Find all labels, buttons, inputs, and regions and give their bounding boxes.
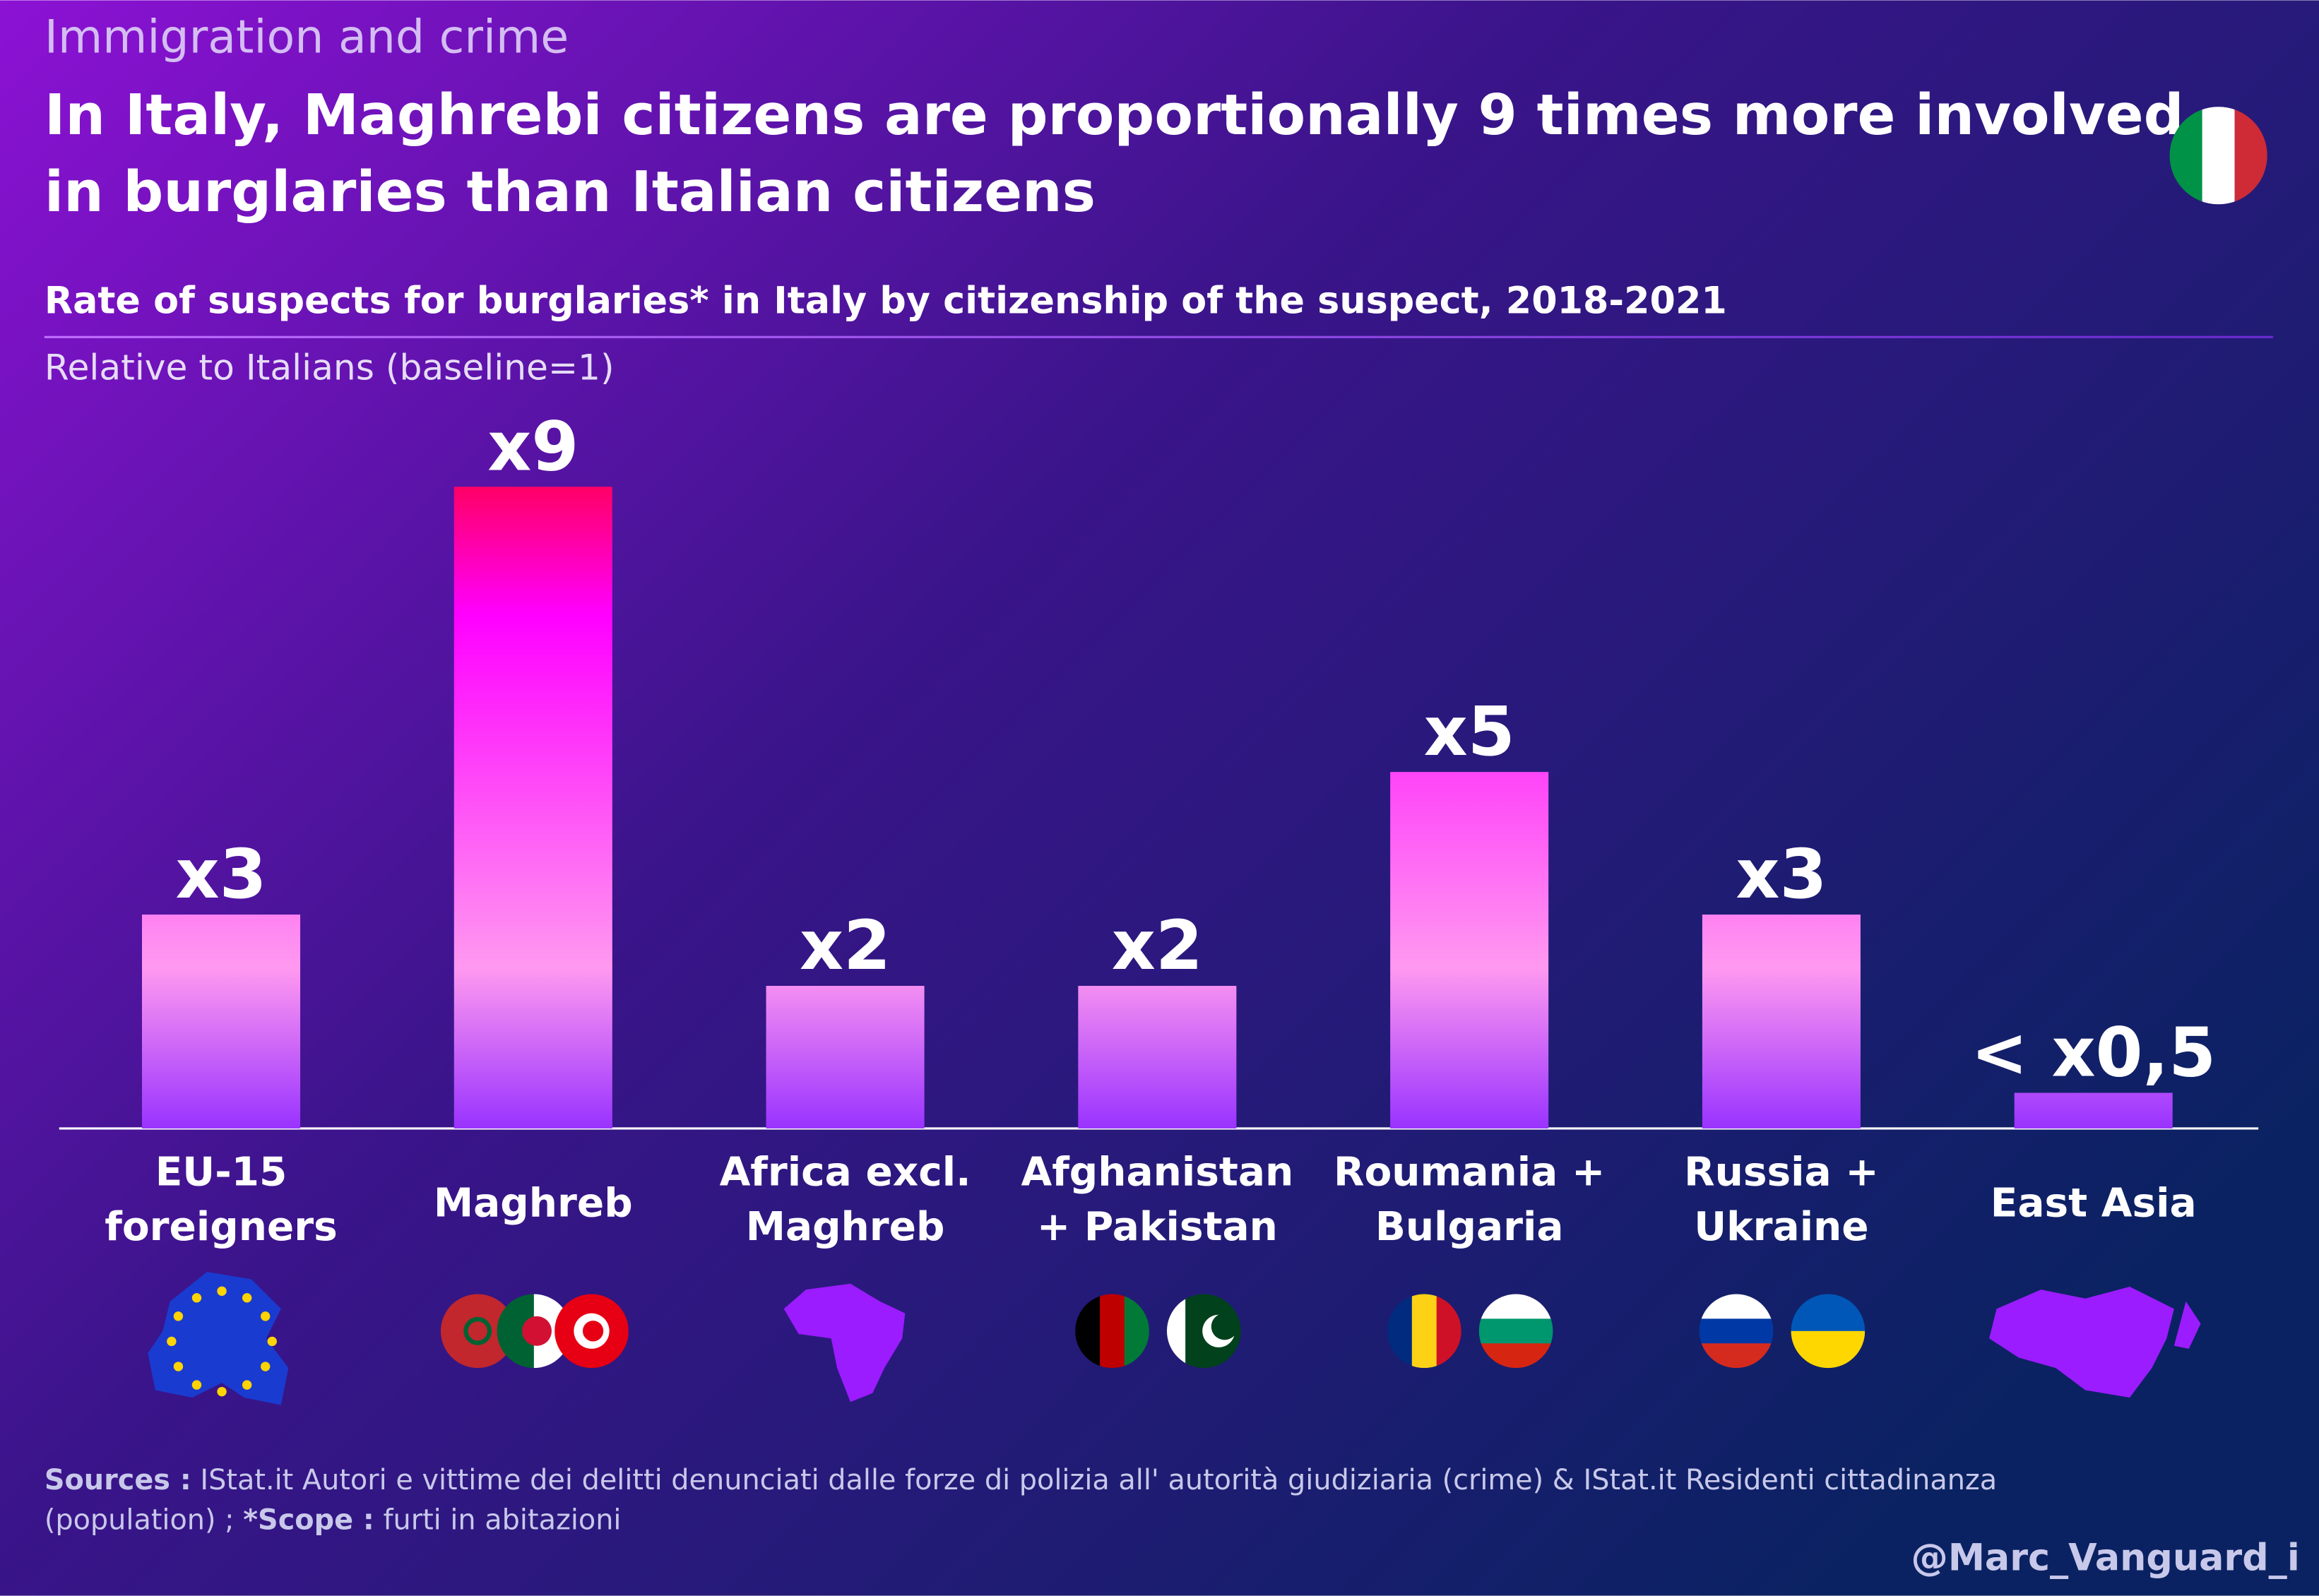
credit: @Marc_Vanguard_i [1911,1536,2299,1579]
value-label: x9 [487,407,579,486]
flag-stripe [1185,1294,1205,1369]
category-label: Maghreb [434,1180,633,1226]
bar [142,915,301,1128]
flag-emblem [522,1316,552,1346]
footer-box: Sources : IStat.it Autori e vittime dei … [45,1461,2174,1541]
bar [453,487,612,1128]
flag-stripe [1699,1318,1774,1345]
value-label: x5 [1424,692,1515,771]
flag-stripe [1100,1294,1125,1369]
category-label: + Pakistan [1037,1204,1278,1250]
eu-star [191,1293,202,1303]
category-label: EU-15 [155,1149,287,1195]
bar [1078,986,1237,1128]
bars: x3 EU-15 foreigners x9 Maghreb x2 Africa excl.… [105,407,2216,1250]
category-label: Roumania + [1334,1149,1605,1195]
africa-map [783,1283,906,1403]
bar [2014,1092,2173,1128]
east-asia-map [1989,1286,2201,1398]
category-label: Africa excl. [720,1149,971,1195]
category-label: East Asia [1991,1180,2197,1226]
flag-stripe [1478,1318,1553,1345]
bar [766,986,925,1128]
flag-stripe [1411,1294,1437,1369]
sources-label: Sources : [44,1464,191,1497]
eu-star [217,1386,227,1397]
headline: In Italy, Maghrebi citizens are proporti… [45,82,2184,148]
value-label: < x0,5 [1971,1013,2216,1092]
italy-flag [2169,107,2267,205]
scope-text: furti in abitazioni [383,1503,622,1537]
flag-emblem [1211,1313,1238,1340]
eu-star [191,1380,202,1390]
eu-star [173,1311,184,1321]
category-label: Ukraine [1694,1204,1868,1250]
kicker: Immigration and crime [45,11,569,64]
eu-star [261,1362,271,1371]
sources: Sources : IStat.it Autori e vittime dei … [45,1461,2174,1541]
value-label: x3 [175,835,266,914]
eu-star [242,1293,252,1303]
eu-star [167,1336,177,1347]
flag-emblem [582,1321,604,1342]
sources-text: IStat.it Autori e vittime dei delitti de… [44,1464,1998,1537]
chart-title: Rate of suspects for burglaries* in Ital… [45,280,1727,323]
category-label: Bulgaria [1375,1204,1564,1250]
category-label: Afghanistan [1021,1149,1293,1195]
eu-star [261,1311,271,1321]
flag [554,1294,629,1369]
eu-star [173,1362,184,1371]
headline: in burglaries than Italian citizens [45,159,1096,225]
category-label: Russia + [1684,1149,1879,1195]
title-rule [44,335,2274,338]
value-label: x2 [1112,906,1203,985]
value-label: x2 [800,906,891,985]
value-label: x3 [1736,835,1827,914]
chart-subtitle: Relative to Italians (baseline=1) [45,346,615,388]
bar [1390,772,1549,1128]
eu-star [267,1336,277,1347]
category-label: Maghreb [746,1204,945,1250]
eu-map [148,1272,289,1405]
bar [1702,915,1861,1128]
eu-star [217,1286,227,1296]
scope-label: *Scope : [243,1503,374,1537]
category-label: foreigners [105,1204,338,1250]
flag-emblem [463,1316,492,1345]
eu-star [242,1380,252,1390]
